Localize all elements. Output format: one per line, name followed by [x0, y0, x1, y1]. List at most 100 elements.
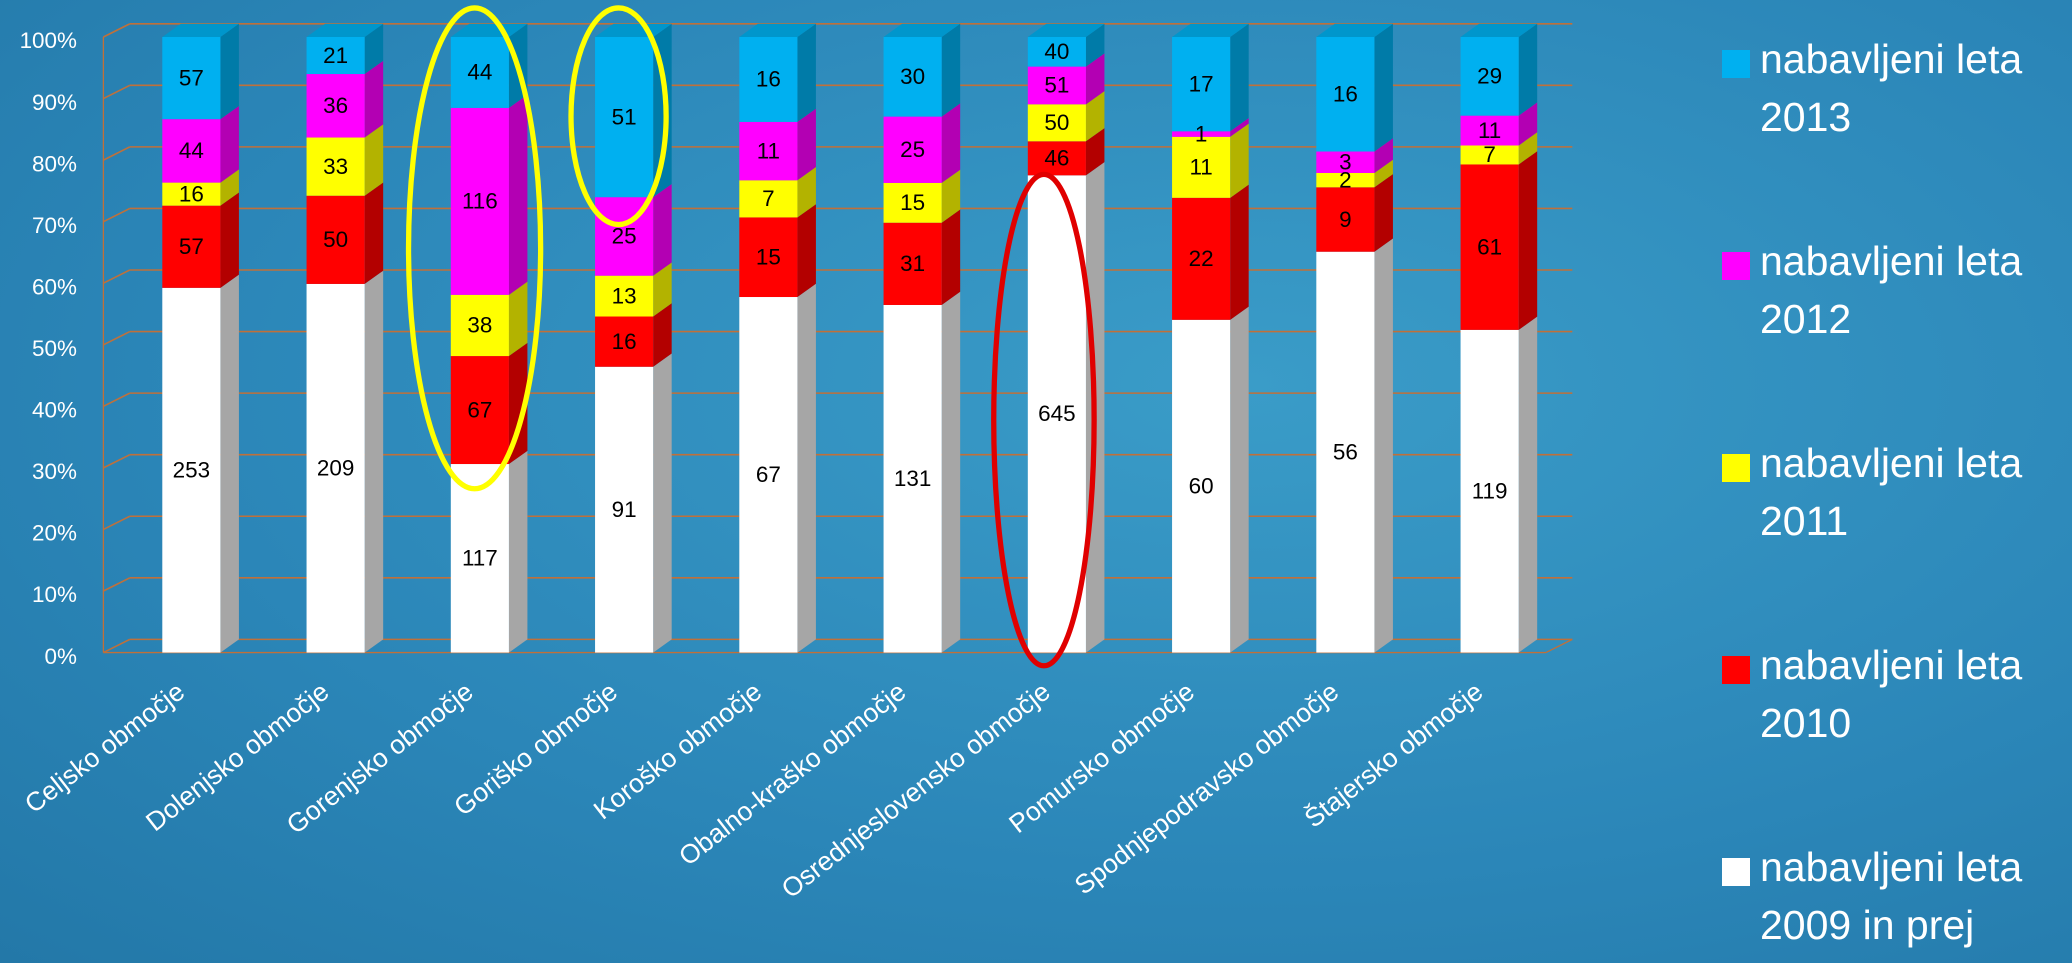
bar-front — [1460, 36, 1519, 116]
data-label: 91 — [612, 497, 637, 522]
data-label: 40 — [1044, 39, 1069, 64]
data-label: 15 — [756, 244, 781, 269]
bar-front — [1316, 251, 1375, 653]
data-label: 16 — [612, 329, 637, 354]
bar-side — [653, 183, 672, 276]
data-label: 116 — [462, 189, 498, 214]
data-label: 2 — [1339, 167, 1351, 192]
bar-side — [364, 270, 384, 653]
bar-front — [739, 297, 798, 653]
data-label: 67 — [756, 462, 781, 487]
bar-top — [1316, 23, 1393, 37]
bar-front — [883, 304, 942, 653]
data-label: 25 — [612, 224, 637, 249]
bar-front — [306, 74, 365, 138]
bar-segment — [739, 108, 816, 181]
bar-front — [1027, 175, 1086, 653]
bar-side — [653, 262, 672, 317]
bar-side — [1085, 23, 1105, 67]
data-label: 16 — [756, 67, 781, 92]
bar-side — [508, 94, 528, 295]
bar-front — [306, 195, 365, 284]
data-label: 67 — [467, 397, 492, 422]
bar-side — [1518, 132, 1538, 165]
highlight-ellipse — [405, 5, 544, 492]
bar-front — [450, 294, 509, 357]
bar-segment — [1172, 306, 1249, 653]
bar-side — [1518, 316, 1538, 653]
x-tick-label: Spodnjepodravsko območje — [1069, 676, 1344, 900]
bar-front — [450, 107, 509, 295]
bar-segment — [162, 23, 239, 120]
legend-item: nabavljeni leta 2011 — [1716, 434, 2066, 554]
bar-segment — [306, 124, 384, 196]
grid-line-depth — [103, 207, 131, 223]
bar-front — [1027, 104, 1086, 142]
bar-front — [1027, 141, 1086, 176]
bar-segment — [739, 23, 816, 122]
bar-top — [883, 23, 961, 37]
y-tick-label: 90% — [32, 90, 77, 115]
bar-front — [1460, 164, 1519, 330]
data-label: 131 — [894, 466, 931, 491]
bar-front — [1316, 36, 1375, 152]
bar-side — [364, 23, 384, 75]
y-tick-label: 80% — [32, 151, 77, 176]
legend-label: nabavljeni leta 2009 in prej — [1760, 844, 2023, 948]
bar-segment — [450, 342, 528, 465]
legend-swatch — [1722, 656, 1750, 684]
grid-line-depth — [103, 146, 131, 161]
legend-swatch — [1722, 858, 1750, 886]
data-label: 11 — [757, 138, 780, 163]
data-label: 60 — [1189, 473, 1214, 498]
bar-side — [1374, 174, 1393, 252]
bar-front — [1172, 136, 1231, 198]
grid-line-depth — [103, 638, 131, 654]
bar-front — [1460, 329, 1519, 653]
bar-side — [941, 209, 961, 305]
bar-side — [1085, 53, 1105, 105]
data-label: 51 — [1044, 73, 1069, 98]
bar-segment — [883, 23, 961, 117]
bar-front — [162, 287, 221, 653]
grid-line-depth — [103, 269, 131, 284]
bar-segment — [306, 270, 384, 653]
bar-front — [595, 366, 654, 653]
bar-front — [450, 36, 509, 108]
bar-front — [1027, 66, 1086, 105]
legend-item: nabavljeni leta 2010 — [1716, 636, 2066, 756]
data-label: 36 — [323, 93, 348, 118]
bar-side — [220, 105, 239, 183]
bar-side — [797, 167, 816, 218]
bar-segment — [883, 103, 961, 183]
data-label: 7 — [762, 186, 774, 211]
bar-segment — [162, 274, 239, 653]
bar-segment — [1172, 118, 1249, 137]
grid-line-depth — [103, 84, 131, 100]
bar-segment — [1316, 138, 1393, 173]
data-label: 29 — [1477, 64, 1502, 89]
data-label: 253 — [173, 457, 210, 482]
bar-front — [1172, 319, 1231, 653]
bar-side — [941, 103, 961, 183]
bar-side — [220, 23, 239, 120]
bar-side — [1230, 23, 1249, 132]
highlights — [405, 5, 1097, 669]
data-label: 44 — [179, 138, 204, 163]
bar-segment — [450, 281, 528, 357]
data-label: 11 — [1478, 118, 1501, 143]
legend-item: nabavljeni leta 2009 in prej — [1716, 838, 2066, 958]
data-label: 3 — [1339, 150, 1351, 175]
data-label: 22 — [1189, 246, 1214, 271]
legend-swatch — [1722, 454, 1750, 482]
bar-top — [306, 23, 384, 37]
data-label: 57 — [179, 234, 204, 259]
bar-side — [508, 281, 528, 357]
bar-segment — [162, 192, 239, 288]
bar-front — [450, 356, 509, 465]
bar-segment — [1027, 128, 1105, 176]
bar-segment — [739, 204, 816, 298]
bar-segment — [1460, 23, 1538, 116]
bar-segment — [306, 23, 384, 75]
bar-front — [739, 217, 798, 298]
